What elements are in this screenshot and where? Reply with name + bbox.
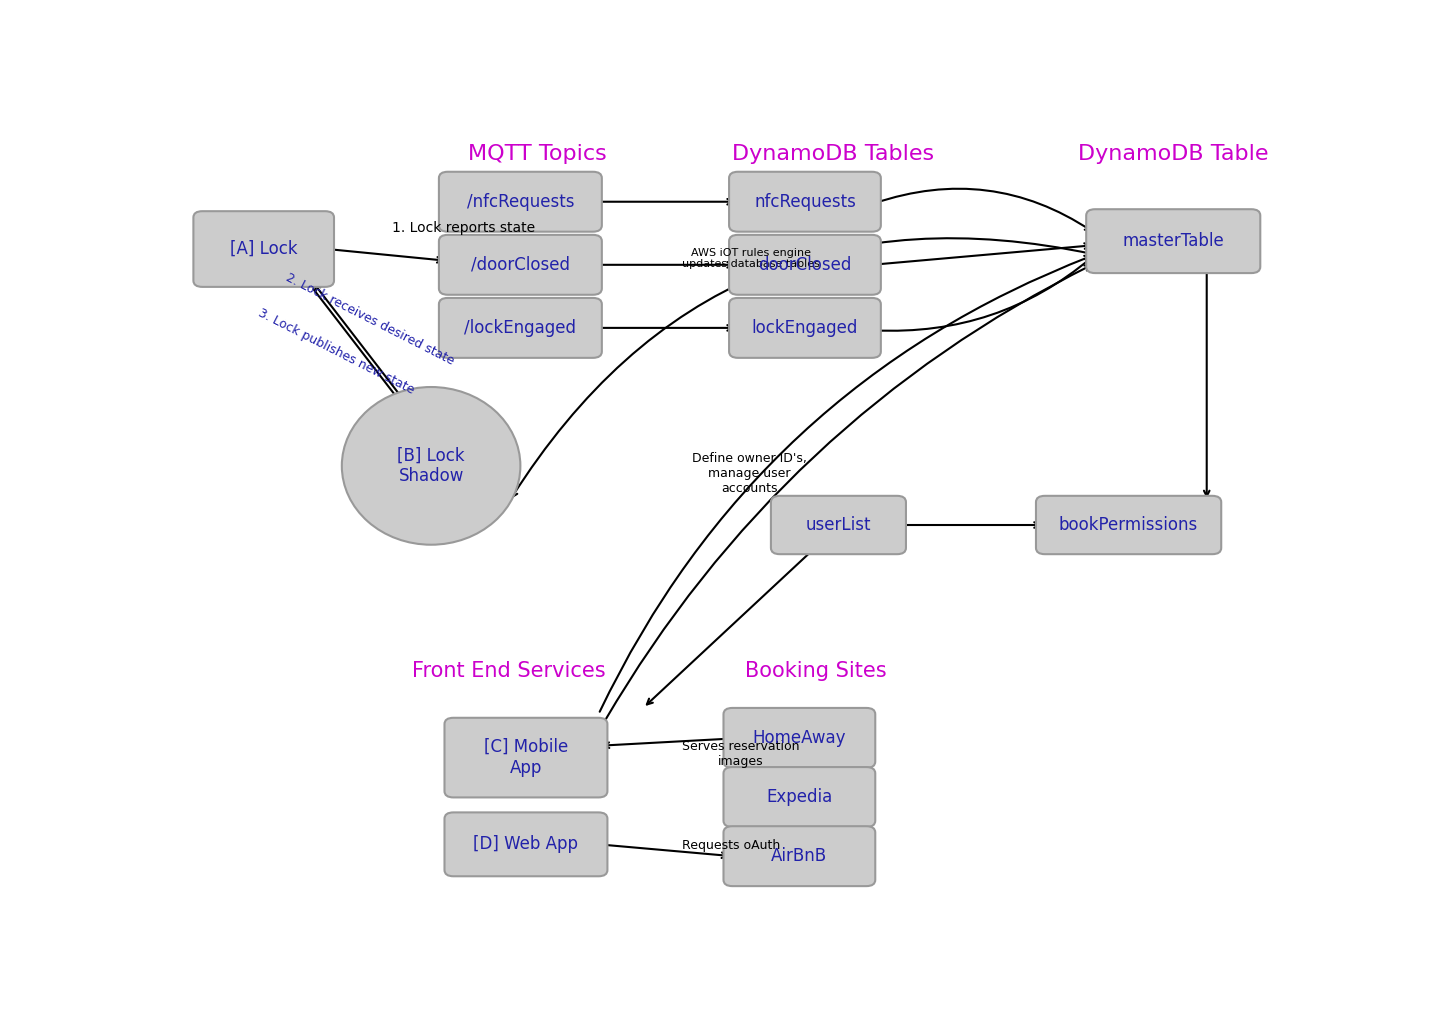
Text: 3. Lock publishes new state: 3. Lock publishes new state [256, 306, 416, 396]
FancyBboxPatch shape [729, 298, 881, 357]
Text: Requests oAuth: Requests oAuth [683, 840, 780, 852]
Text: Expedia: Expedia [766, 788, 832, 806]
Text: [C] Mobile
App: [C] Mobile App [484, 738, 569, 777]
Text: /lockEngaged: /lockEngaged [464, 318, 576, 337]
Text: DynamoDB Table: DynamoDB Table [1079, 144, 1269, 165]
Text: masterTable: masterTable [1122, 232, 1224, 250]
FancyBboxPatch shape [770, 496, 906, 554]
FancyBboxPatch shape [723, 826, 876, 886]
Ellipse shape [341, 387, 520, 545]
Text: doorClosed: doorClosed [759, 256, 851, 273]
FancyBboxPatch shape [193, 211, 334, 287]
Text: AWS iOT rules engine
updates database tables: AWS iOT rules engine updates database ta… [683, 248, 819, 269]
FancyBboxPatch shape [729, 234, 881, 295]
Text: Front End Services: Front End Services [412, 660, 606, 681]
Text: Serves reservation
images: Serves reservation images [683, 739, 799, 768]
FancyBboxPatch shape [439, 234, 602, 295]
Text: AirBnB: AirBnB [772, 847, 828, 865]
Text: [B] Lock
Shadow: [B] Lock Shadow [397, 446, 465, 485]
Text: /nfcRequests: /nfcRequests [467, 193, 575, 211]
FancyBboxPatch shape [1035, 496, 1221, 554]
Text: DynamoDB Tables: DynamoDB Tables [732, 144, 935, 165]
FancyBboxPatch shape [439, 172, 602, 231]
FancyBboxPatch shape [445, 718, 608, 798]
Text: nfcRequests: nfcRequests [755, 193, 855, 211]
FancyBboxPatch shape [439, 298, 602, 357]
FancyBboxPatch shape [729, 172, 881, 231]
Text: userList: userList [806, 516, 871, 534]
Text: 1. Lock reports state: 1. Lock reports state [392, 221, 536, 234]
FancyBboxPatch shape [723, 767, 876, 827]
Text: Booking Sites: Booking Sites [746, 660, 887, 681]
Text: MQTT Topics: MQTT Topics [468, 144, 606, 165]
Text: bookPermissions: bookPermissions [1058, 516, 1198, 534]
FancyBboxPatch shape [1086, 209, 1260, 273]
FancyBboxPatch shape [445, 812, 608, 877]
Text: 2. Lock receives desired state: 2. Lock receives desired state [284, 270, 456, 368]
Text: Define owner ID's,
manage user
accounts: Define owner ID's, manage user accounts [691, 453, 806, 496]
Text: [D] Web App: [D] Web App [474, 836, 579, 853]
Text: HomeAway: HomeAway [753, 729, 847, 746]
FancyBboxPatch shape [723, 708, 876, 768]
Text: [A] Lock: [A] Lock [230, 240, 298, 258]
Text: /doorClosed: /doorClosed [471, 256, 570, 273]
Text: lockEngaged: lockEngaged [752, 318, 858, 337]
